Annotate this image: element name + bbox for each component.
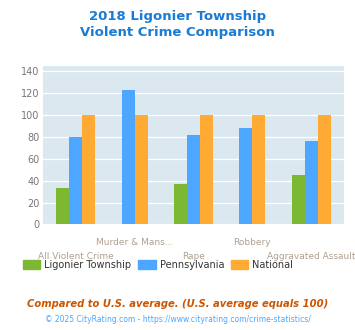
Bar: [82, 115, 95, 224]
Legend: Ligonier Township, Pennsylvania, National: Ligonier Township, Pennsylvania, Nationa…: [19, 256, 297, 274]
Bar: [174, 184, 187, 224]
Bar: [318, 115, 331, 224]
Text: All Violent Crime: All Violent Crime: [38, 252, 114, 261]
Bar: [292, 175, 305, 224]
Bar: [200, 115, 213, 224]
Text: Rape: Rape: [182, 252, 205, 261]
Bar: [305, 141, 318, 224]
Bar: [56, 188, 69, 224]
Bar: [69, 137, 82, 224]
Bar: [122, 90, 135, 224]
Bar: [135, 115, 148, 224]
Text: 2018 Ligonier Township
Violent Crime Comparison: 2018 Ligonier Township Violent Crime Com…: [80, 10, 275, 39]
Text: Murder & Mans...: Murder & Mans...: [96, 238, 173, 247]
Bar: [239, 128, 252, 224]
Text: Robbery: Robbery: [234, 238, 271, 247]
Text: Aggravated Assault: Aggravated Assault: [267, 252, 355, 261]
Bar: [252, 115, 265, 224]
Text: © 2025 CityRating.com - https://www.cityrating.com/crime-statistics/: © 2025 CityRating.com - https://www.city…: [45, 315, 310, 324]
Text: Compared to U.S. average. (U.S. average equals 100): Compared to U.S. average. (U.S. average …: [27, 299, 328, 309]
Bar: [187, 135, 200, 224]
